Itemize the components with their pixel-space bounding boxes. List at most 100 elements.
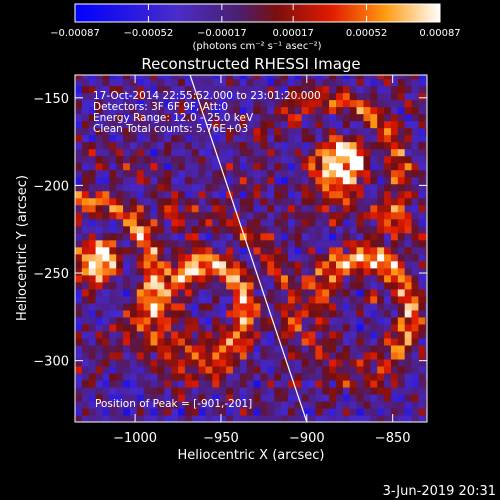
heatmap-cell xyxy=(411,400,420,409)
heatmap-cell xyxy=(342,211,351,220)
heatmap-cell xyxy=(411,162,420,171)
heatmap-cell xyxy=(253,372,262,381)
heatmap-cell xyxy=(274,295,282,304)
heatmap-cell xyxy=(281,169,289,178)
heatmap-cell xyxy=(281,267,289,276)
heatmap-cell xyxy=(329,106,337,115)
heatmap-cell xyxy=(377,225,385,234)
heatmap-cell xyxy=(308,393,316,402)
heatmap-cell xyxy=(171,288,179,297)
heatmap-cell xyxy=(212,211,220,220)
heatmap-cell xyxy=(342,393,351,402)
heatmap-cell xyxy=(411,99,420,108)
heatmap-cell xyxy=(212,260,220,269)
heatmap-cell xyxy=(178,127,186,136)
heatmap-cell xyxy=(219,176,227,185)
heatmap-cell xyxy=(171,407,179,416)
heatmap-cell xyxy=(184,365,193,374)
heatmap-cell xyxy=(171,232,179,241)
heatmap-cell xyxy=(335,288,344,297)
heatmap-cell xyxy=(81,148,90,157)
heatmap-cell xyxy=(226,344,234,353)
heatmap-cell xyxy=(281,393,289,402)
heatmap-cell xyxy=(239,99,248,108)
heatmap-cell xyxy=(377,85,385,94)
heatmap-cell xyxy=(191,134,200,143)
heatmap-cell xyxy=(397,127,406,136)
heatmap-cell xyxy=(81,337,90,346)
heatmap-cell xyxy=(370,372,378,381)
heatmap-cell xyxy=(123,267,131,276)
heatmap-cell xyxy=(411,246,420,255)
heatmap-cell xyxy=(239,75,248,80)
heatmap-cell xyxy=(418,239,426,248)
heatmap-cell xyxy=(95,155,104,164)
heatmap-cell xyxy=(81,120,90,129)
heatmap-cell xyxy=(219,323,227,332)
heatmap-cell xyxy=(205,351,213,360)
heatmap-cell xyxy=(384,99,392,108)
heatmap-cell xyxy=(102,267,110,276)
heatmap-cell xyxy=(370,400,378,409)
heatmap-cell xyxy=(102,316,110,325)
heatmap-cell xyxy=(356,85,365,94)
heatmap-cell xyxy=(384,148,392,157)
heatmap-cell xyxy=(184,78,193,87)
heatmap-cell xyxy=(219,386,227,395)
heatmap-cell xyxy=(102,113,110,122)
heatmap-cell xyxy=(287,323,296,332)
heatmap-cell xyxy=(253,330,262,339)
heatmap-cell xyxy=(116,120,124,129)
heatmap-cell xyxy=(281,211,289,220)
heatmap-cell xyxy=(315,309,323,318)
heatmap-cell xyxy=(356,148,365,157)
heatmap-cell xyxy=(226,393,234,402)
heatmap-cell xyxy=(370,127,378,136)
heatmap-cell xyxy=(95,211,104,220)
heatmap-cell xyxy=(178,106,186,115)
heatmap-cell xyxy=(377,78,385,87)
heatmap-cell xyxy=(425,358,427,367)
heatmap-cell xyxy=(164,148,172,157)
heatmap-cell xyxy=(226,260,234,269)
heatmap-cell xyxy=(75,134,83,143)
heatmap-cell xyxy=(349,274,358,283)
heatmap-cell xyxy=(178,330,186,339)
heatmap-cell xyxy=(129,309,138,318)
heatmap-cell xyxy=(274,120,282,129)
heatmap-cell xyxy=(191,309,200,318)
heatmap-cell xyxy=(184,358,193,367)
heatmap-cell xyxy=(253,379,262,388)
heatmap-cell xyxy=(397,288,406,297)
heatmap-cell xyxy=(315,176,323,185)
heatmap-cell xyxy=(384,302,392,311)
heatmap-cell xyxy=(411,414,420,422)
heatmap-cell xyxy=(123,127,131,136)
heatmap-cell xyxy=(212,351,220,360)
heatmap-cell xyxy=(81,358,90,367)
heatmap-cell xyxy=(384,393,392,402)
heatmap-cell xyxy=(267,141,275,150)
heatmap-cell xyxy=(349,78,358,87)
heatmap-cell xyxy=(294,218,303,227)
heatmap-cell xyxy=(349,379,358,388)
heatmap-cell xyxy=(418,92,426,101)
heatmap-cell xyxy=(294,127,303,136)
heatmap-cell xyxy=(390,302,399,311)
heatmap-cell xyxy=(425,211,427,220)
heatmap-cell xyxy=(370,204,378,213)
heatmap-cell xyxy=(281,85,289,94)
heatmap-cell xyxy=(246,92,255,101)
heatmap-cell xyxy=(377,260,385,269)
heatmap-cell xyxy=(425,372,427,381)
heatmap-cell xyxy=(315,197,323,206)
heatmap-cell xyxy=(178,78,186,87)
heatmap-cell xyxy=(301,309,310,318)
heatmap-cell xyxy=(150,372,159,381)
heatmap-cell xyxy=(274,260,282,269)
heatmap-cell xyxy=(356,113,365,122)
x-tick-label: −950 xyxy=(203,431,239,446)
heatmap-cell xyxy=(226,295,234,304)
heatmap-cell xyxy=(287,78,296,87)
heatmap-cell xyxy=(102,197,110,206)
